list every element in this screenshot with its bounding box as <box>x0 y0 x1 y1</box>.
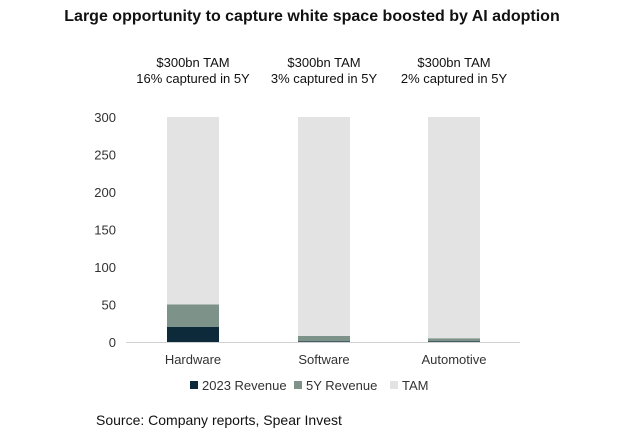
y-tick-label: 100 <box>94 260 116 275</box>
y-tick-label: 0 <box>109 335 116 350</box>
bar-segment-software-tam <box>298 117 350 336</box>
annotation-captured-label: 2% captured in 5Y <box>401 71 508 86</box>
annotation-tam-label: $300bn TAM <box>417 55 490 70</box>
chart-title: Large opportunity to capture white space… <box>64 8 560 25</box>
legend-label: 2023 Revenue <box>202 378 287 393</box>
y-tick-label: 150 <box>94 223 116 238</box>
legend-label: 5Y Revenue <box>306 378 377 393</box>
x-tick-label: Software <box>298 352 349 367</box>
bar-segment-automotive-2023-revenue <box>428 341 480 342</box>
annotation-captured-label: 3% captured in 5Y <box>271 71 378 86</box>
bar-segment-automotive-5y-revenue <box>428 338 480 342</box>
bar-segment-software-5y-revenue <box>298 336 350 342</box>
bar-segment-software-2023-revenue <box>298 341 350 342</box>
bar-segment-hardware-tam <box>167 117 219 305</box>
legend-swatch <box>390 381 398 389</box>
annotation-captured-label: 16% captured in 5Y <box>136 71 250 86</box>
x-tick-label: Automotive <box>421 352 486 367</box>
bar-segment-automotive-tam <box>428 117 480 339</box>
annotation-tam-label: $300bn TAM <box>156 55 229 70</box>
bar-segment-hardware-2023-revenue <box>167 327 219 342</box>
legend-swatch <box>190 381 198 389</box>
annotation-tam-label: $300bn TAM <box>287 55 360 70</box>
y-tick-label: 250 <box>94 148 116 163</box>
legend-label: TAM <box>402 378 428 393</box>
source-note: Source: Company reports, Spear Invest <box>96 412 342 428</box>
legend-swatch <box>294 381 302 389</box>
bar-segment-hardware-5y-revenue <box>167 304 219 327</box>
x-tick-label: Hardware <box>165 352 221 367</box>
y-tick-label: 50 <box>102 298 116 313</box>
y-tick-label: 200 <box>94 185 116 200</box>
y-tick-label: 300 <box>94 110 116 125</box>
